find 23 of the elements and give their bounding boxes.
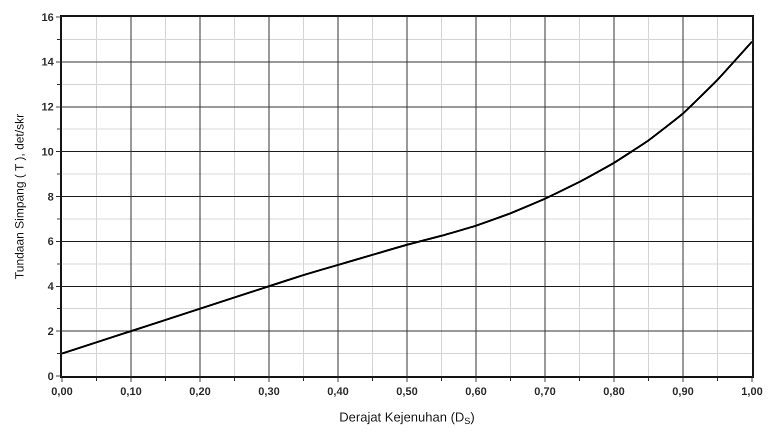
x-axis-title: Derajat Kejenuhan (D$_{S}$) [339, 409, 475, 426]
x-tick-label: 0,40 [327, 386, 349, 398]
x-tick-label: 0,20 [189, 386, 211, 398]
y-tick-label: 12 [42, 102, 54, 114]
x-tick-label: 0,60 [465, 386, 487, 398]
x-tick-label: 0,90 [672, 386, 694, 398]
y-tick-label: 10 [42, 146, 54, 158]
x-tick-label: 0,50 [396, 386, 418, 398]
y-tick-label: 16 [42, 12, 54, 24]
x-tick-label: 1,00 [741, 386, 763, 398]
x-tick-label: 0,00 [51, 386, 73, 398]
y-tick-label: 4 [48, 281, 55, 294]
y-tick-label: 2 [48, 326, 54, 338]
x-tick-label: 0,30 [258, 386, 280, 398]
x-tick-label: 0,10 [120, 386, 142, 398]
y-tick-label: 6 [48, 236, 54, 248]
x-tick-label: 0,70 [534, 386, 556, 398]
x-tick-label: 0,80 [603, 386, 625, 398]
line-series [62, 40, 752, 355]
y-tick-label: 8 [48, 191, 54, 204]
y-tick-label: 0 [48, 370, 54, 383]
y-axis-title: Tundaan Simpang ( T ), det/skr [12, 114, 26, 280]
y-tick-label: 14 [42, 56, 55, 69]
